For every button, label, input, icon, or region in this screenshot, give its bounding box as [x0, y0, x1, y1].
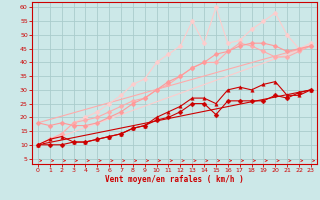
X-axis label: Vent moyen/en rafales ( km/h ): Vent moyen/en rafales ( km/h ): [105, 175, 244, 184]
